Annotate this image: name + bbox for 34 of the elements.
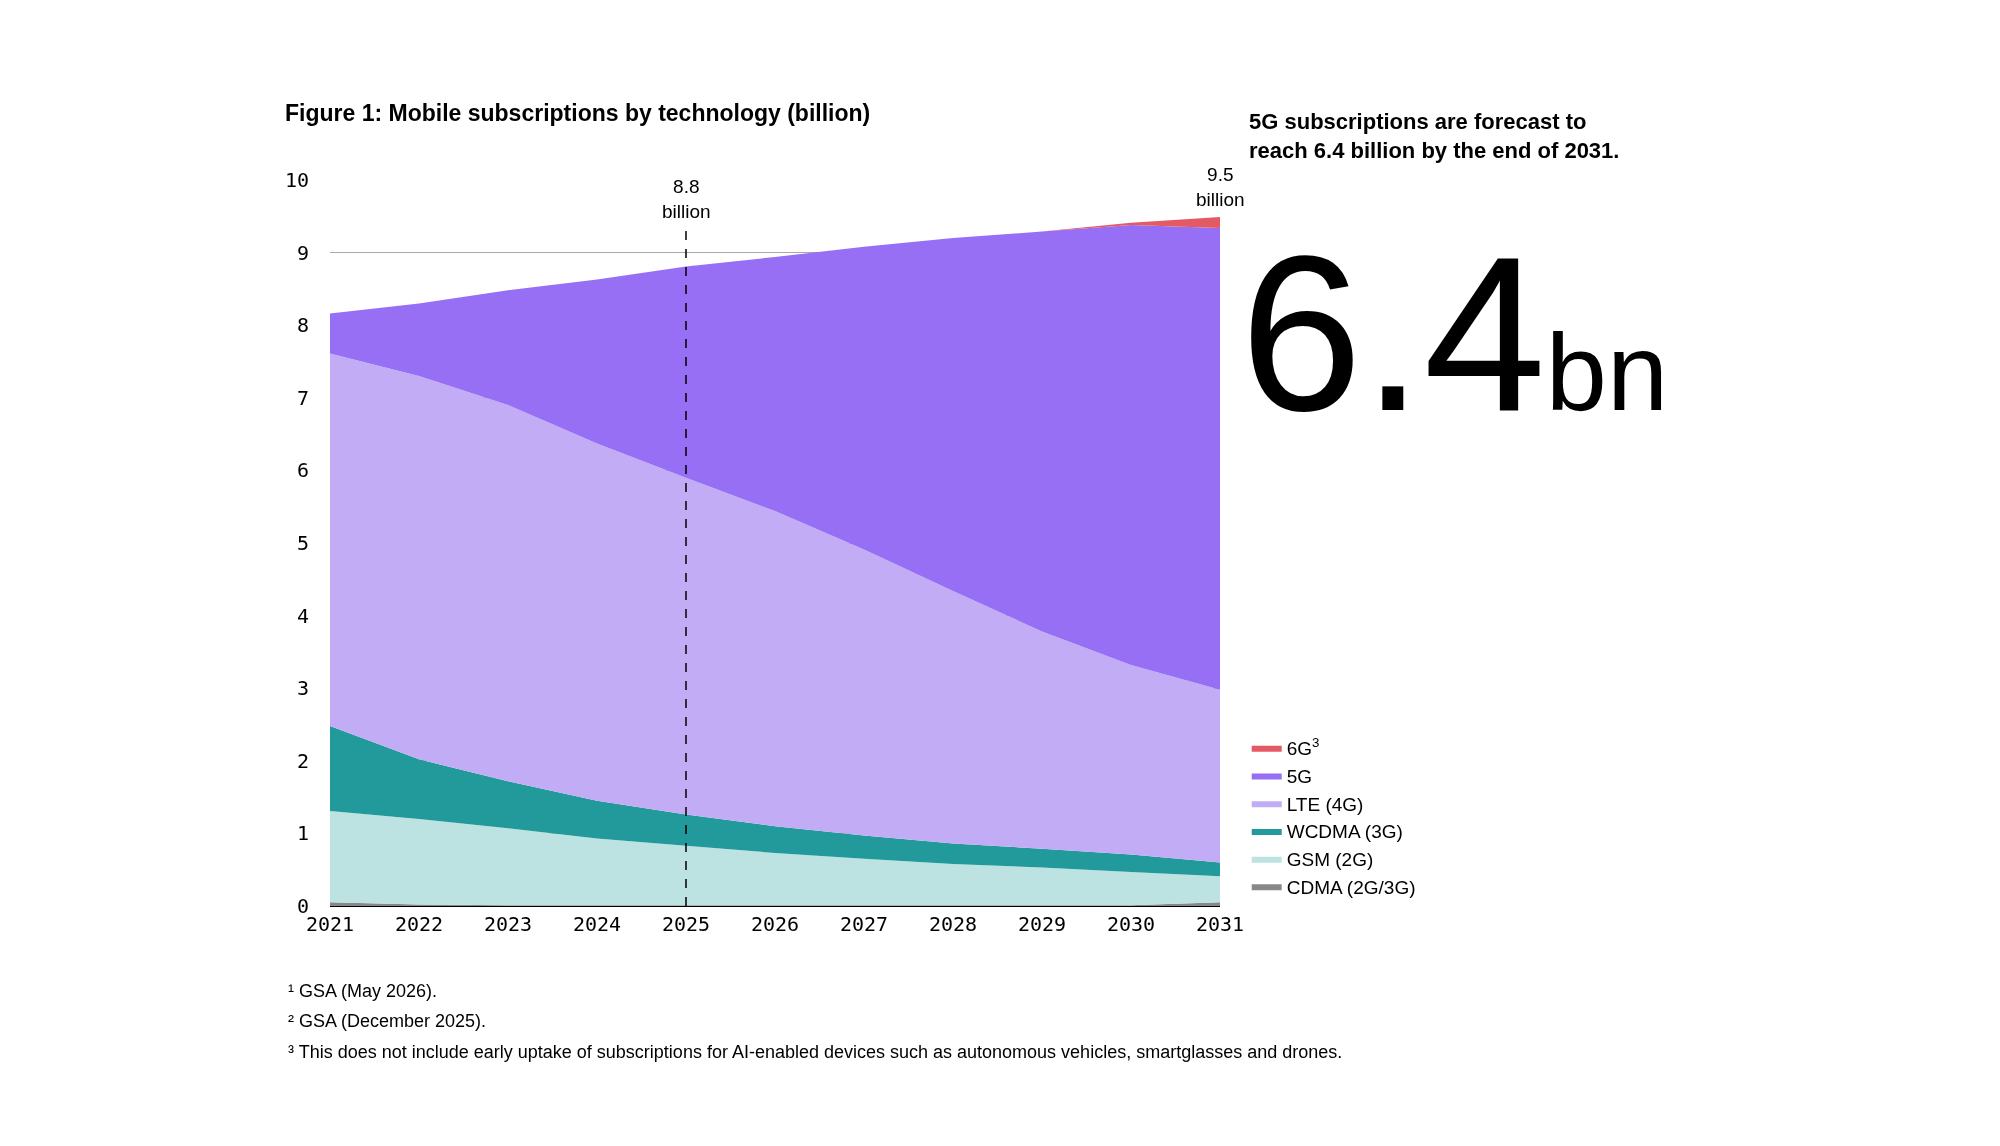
legend-label: LTE (4G): [1286, 793, 1364, 815]
text: 6.4bn: [1240, 211, 1669, 457]
text: ³ This does not include early uptake of subscriptions for AI-enabled devices such as autonomous vehicles, smartglasses and drones.: [288, 1042, 1343, 1062]
x-tick-label: 2023: [483, 912, 533, 936]
x-tick-label: 2024: [572, 912, 622, 936]
y-tick-label: 8: [296, 313, 309, 338]
y-tick-label: 10: [284, 168, 309, 192]
x-tick-label: 2022: [394, 912, 444, 936]
text: 5G subscriptions are forecast to reach 6.4 billion by the end of 2031.: [1249, 109, 1620, 163]
x-tick-label: 2025: [661, 912, 711, 936]
chart-title: Figure 1: Mobile subscriptions by technology (billion): [285, 100, 871, 127]
legend-label: 6G$^{3}$: [1286, 735, 1320, 760]
annotation: 9.5 billion: [1196, 164, 1245, 210]
y-tick-label: 5: [296, 531, 309, 555]
y-tick-label: 9: [296, 240, 309, 265]
legend-label: WCDMA (3G): [1286, 821, 1403, 843]
x-tick-label: 2026: [750, 912, 800, 936]
y-tick-label: 2: [296, 748, 309, 773]
legend-label: 5G: [1286, 765, 1313, 787]
ref-line-label: 8.8 billion: [662, 176, 711, 222]
x-tick-label: 2028: [928, 912, 978, 936]
y-tick-label: 3: [296, 676, 309, 701]
x-tick-label: 2027: [839, 912, 889, 936]
text: ² GSA (December 2025).: [288, 1011, 487, 1031]
y-tick-label: 7: [296, 385, 309, 410]
y-tick-label: 6: [296, 458, 309, 483]
legend-label: CDMA (2G/3G): [1286, 876, 1416, 898]
text: ¹ GSA (May 2026).: [288, 981, 438, 1001]
y-tick-label: 1: [296, 821, 309, 846]
x-tick-label: 2029: [1017, 912, 1067, 936]
y-tick-label: 4: [296, 603, 309, 628]
x-tick-label: 2031: [1195, 912, 1245, 936]
x-tick-label: 2030: [1106, 912, 1156, 936]
legend-label: GSM (2G): [1286, 849, 1374, 871]
